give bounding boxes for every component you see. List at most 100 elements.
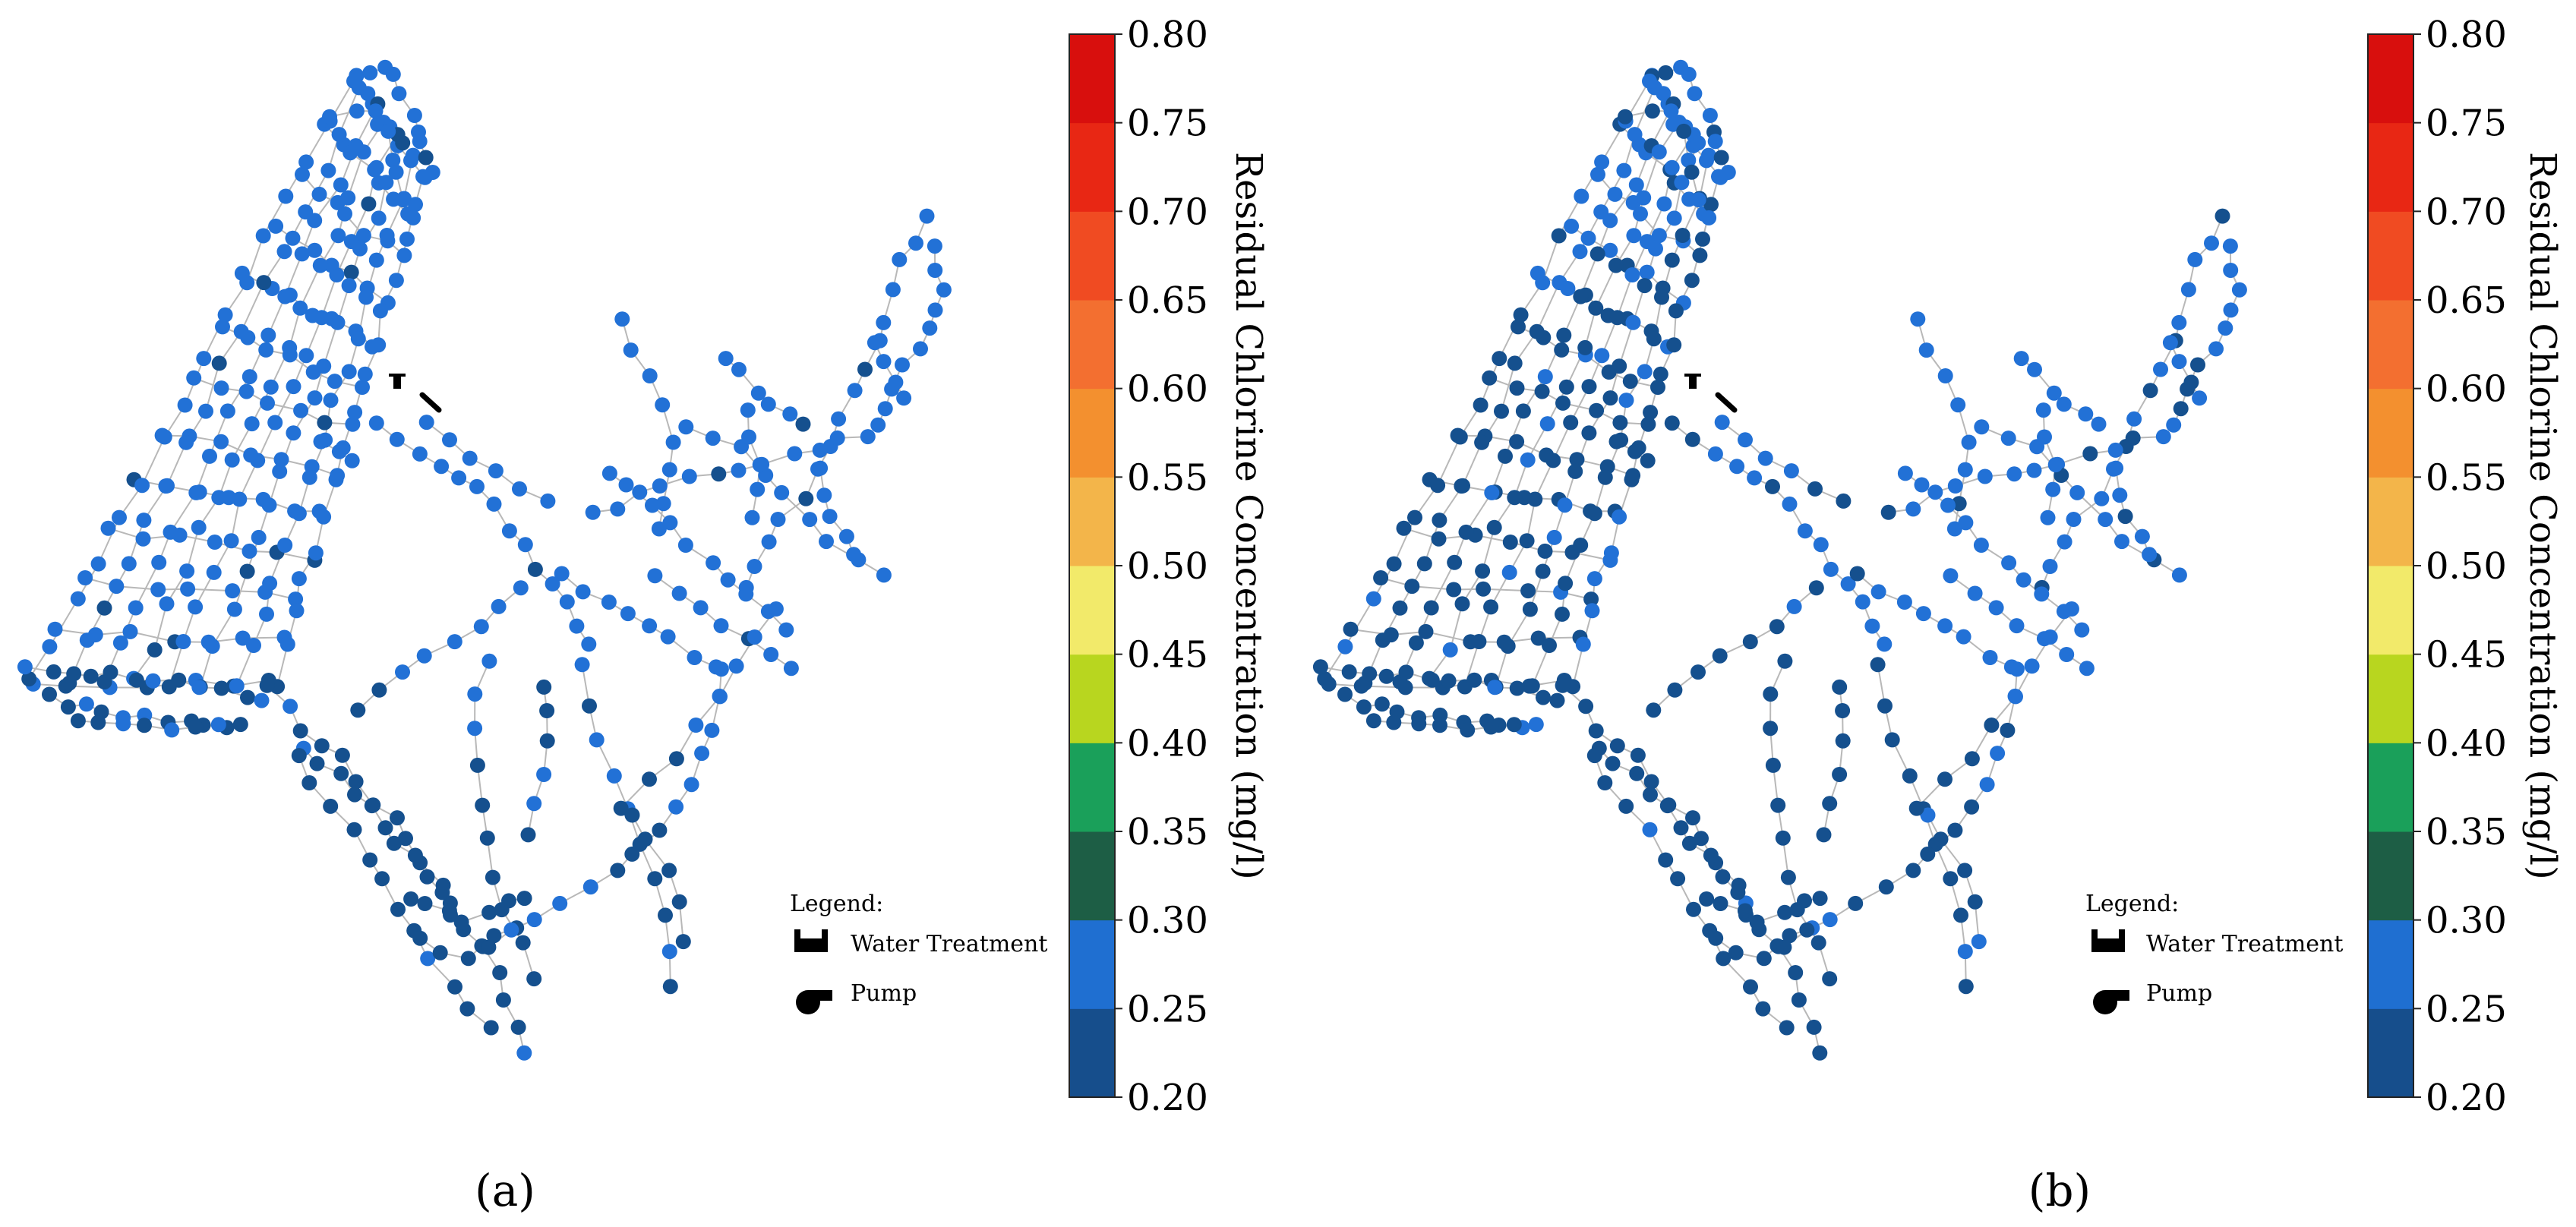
junction-node bbox=[2107, 442, 2123, 458]
junction-node bbox=[2142, 547, 2158, 563]
junction-node bbox=[481, 904, 497, 920]
colorbar-segment bbox=[2368, 388, 2413, 478]
legend-item-pump-b: Pump bbox=[2146, 980, 2212, 1007]
junction-node bbox=[513, 580, 529, 596]
junction-node bbox=[1713, 150, 1729, 166]
junction-node bbox=[1779, 1020, 1795, 1036]
junction-node bbox=[418, 415, 434, 431]
junction-node bbox=[713, 618, 729, 634]
junction-node bbox=[1630, 747, 1646, 763]
junction-node bbox=[1312, 659, 1328, 675]
junction-node bbox=[262, 576, 278, 591]
legend-item-water-treatment-b: Water Treatment bbox=[2146, 931, 2343, 957]
junction-node bbox=[330, 314, 346, 330]
junction-node bbox=[273, 452, 289, 468]
junction-node bbox=[1555, 677, 1571, 693]
junction-node bbox=[752, 457, 768, 473]
panel-caption-b: (b) bbox=[2028, 1165, 2091, 1216]
colorbar-tick-label: 0.20 bbox=[2426, 1077, 2507, 1119]
junction-node bbox=[371, 210, 387, 226]
junction-node bbox=[1684, 273, 1700, 289]
junction-node bbox=[1765, 757, 1781, 773]
junction-node bbox=[1513, 307, 1529, 323]
junction-node bbox=[536, 767, 552, 782]
junction-node bbox=[1664, 159, 1680, 175]
junction-node bbox=[447, 634, 462, 650]
colorbar-segment bbox=[2368, 122, 2413, 212]
junction-node bbox=[1509, 434, 1525, 449]
junction-node bbox=[286, 379, 301, 395]
junction-node bbox=[1612, 509, 1627, 525]
junction-node bbox=[372, 303, 388, 319]
junction-node bbox=[1609, 738, 1625, 754]
junction-node bbox=[728, 658, 744, 674]
junction-node bbox=[632, 484, 648, 500]
junction-node bbox=[1594, 348, 1610, 364]
junction-node bbox=[385, 153, 401, 168]
junction-node bbox=[1618, 393, 1634, 408]
junction-node bbox=[1964, 751, 1980, 767]
junction-node bbox=[1730, 885, 1746, 901]
junction-node bbox=[582, 879, 598, 895]
junction-node bbox=[1870, 584, 1886, 600]
junction-node bbox=[1776, 939, 1792, 955]
colorbar-tick-label: 0.35 bbox=[1127, 811, 1208, 853]
junction-node bbox=[896, 390, 912, 406]
junction-node bbox=[705, 431, 721, 446]
junction-node bbox=[536, 679, 552, 695]
colorbar-segment bbox=[1069, 122, 1115, 212]
water-treatment-icon bbox=[389, 374, 406, 389]
junction-node bbox=[483, 1020, 499, 1036]
junction-node bbox=[1788, 965, 1804, 980]
junction-node bbox=[2069, 484, 2085, 500]
junction-node bbox=[1607, 186, 1623, 202]
junction-node bbox=[2066, 512, 2082, 527]
junction-node bbox=[286, 425, 301, 441]
junction-node bbox=[1386, 556, 1402, 572]
junction-node bbox=[1432, 718, 1447, 733]
junction-node bbox=[135, 531, 151, 547]
junction-node bbox=[677, 538, 693, 553]
junction-node bbox=[913, 341, 928, 357]
junction-node bbox=[323, 393, 339, 408]
junction-node bbox=[1880, 504, 1896, 520]
junction-node bbox=[395, 135, 411, 151]
junction-node bbox=[1737, 903, 1753, 919]
junction-node bbox=[333, 765, 349, 781]
junction-node bbox=[1878, 879, 1894, 895]
junction-node bbox=[488, 463, 504, 479]
junction-node bbox=[1651, 144, 1667, 160]
junction-node bbox=[395, 192, 411, 208]
junction-node bbox=[388, 164, 404, 180]
junction-node bbox=[368, 103, 384, 119]
pipe-edge bbox=[1463, 134, 1694, 687]
junction-node bbox=[1572, 244, 1588, 260]
junction-node bbox=[301, 775, 317, 790]
junction-node bbox=[1757, 450, 1773, 466]
junction-node bbox=[276, 244, 292, 260]
junction-node bbox=[1743, 979, 1758, 995]
junction-node bbox=[309, 755, 325, 771]
junction-node bbox=[1407, 509, 1422, 525]
junction-node bbox=[1644, 103, 1660, 119]
colorbar-tick-label: 0.65 bbox=[2426, 279, 2507, 322]
junction-node bbox=[1396, 520, 1412, 536]
junction-node bbox=[678, 419, 694, 435]
junction-node bbox=[1979, 777, 1995, 793]
junction-node bbox=[78, 696, 94, 712]
junction-node bbox=[1832, 767, 1848, 782]
junction-node bbox=[312, 257, 328, 273]
junction-node bbox=[1580, 230, 1596, 246]
junction-node bbox=[293, 402, 309, 418]
junction-node bbox=[112, 509, 127, 525]
junction-node bbox=[316, 509, 332, 525]
junction-node bbox=[1640, 453, 1656, 468]
junction-node bbox=[1957, 462, 1973, 478]
junction-node bbox=[1835, 703, 1851, 718]
junction-node bbox=[242, 369, 257, 385]
junction-node bbox=[1910, 311, 1926, 327]
junction-node bbox=[706, 555, 721, 571]
junction-node bbox=[395, 664, 410, 680]
junction-node bbox=[624, 846, 640, 862]
junction-node bbox=[21, 671, 37, 687]
